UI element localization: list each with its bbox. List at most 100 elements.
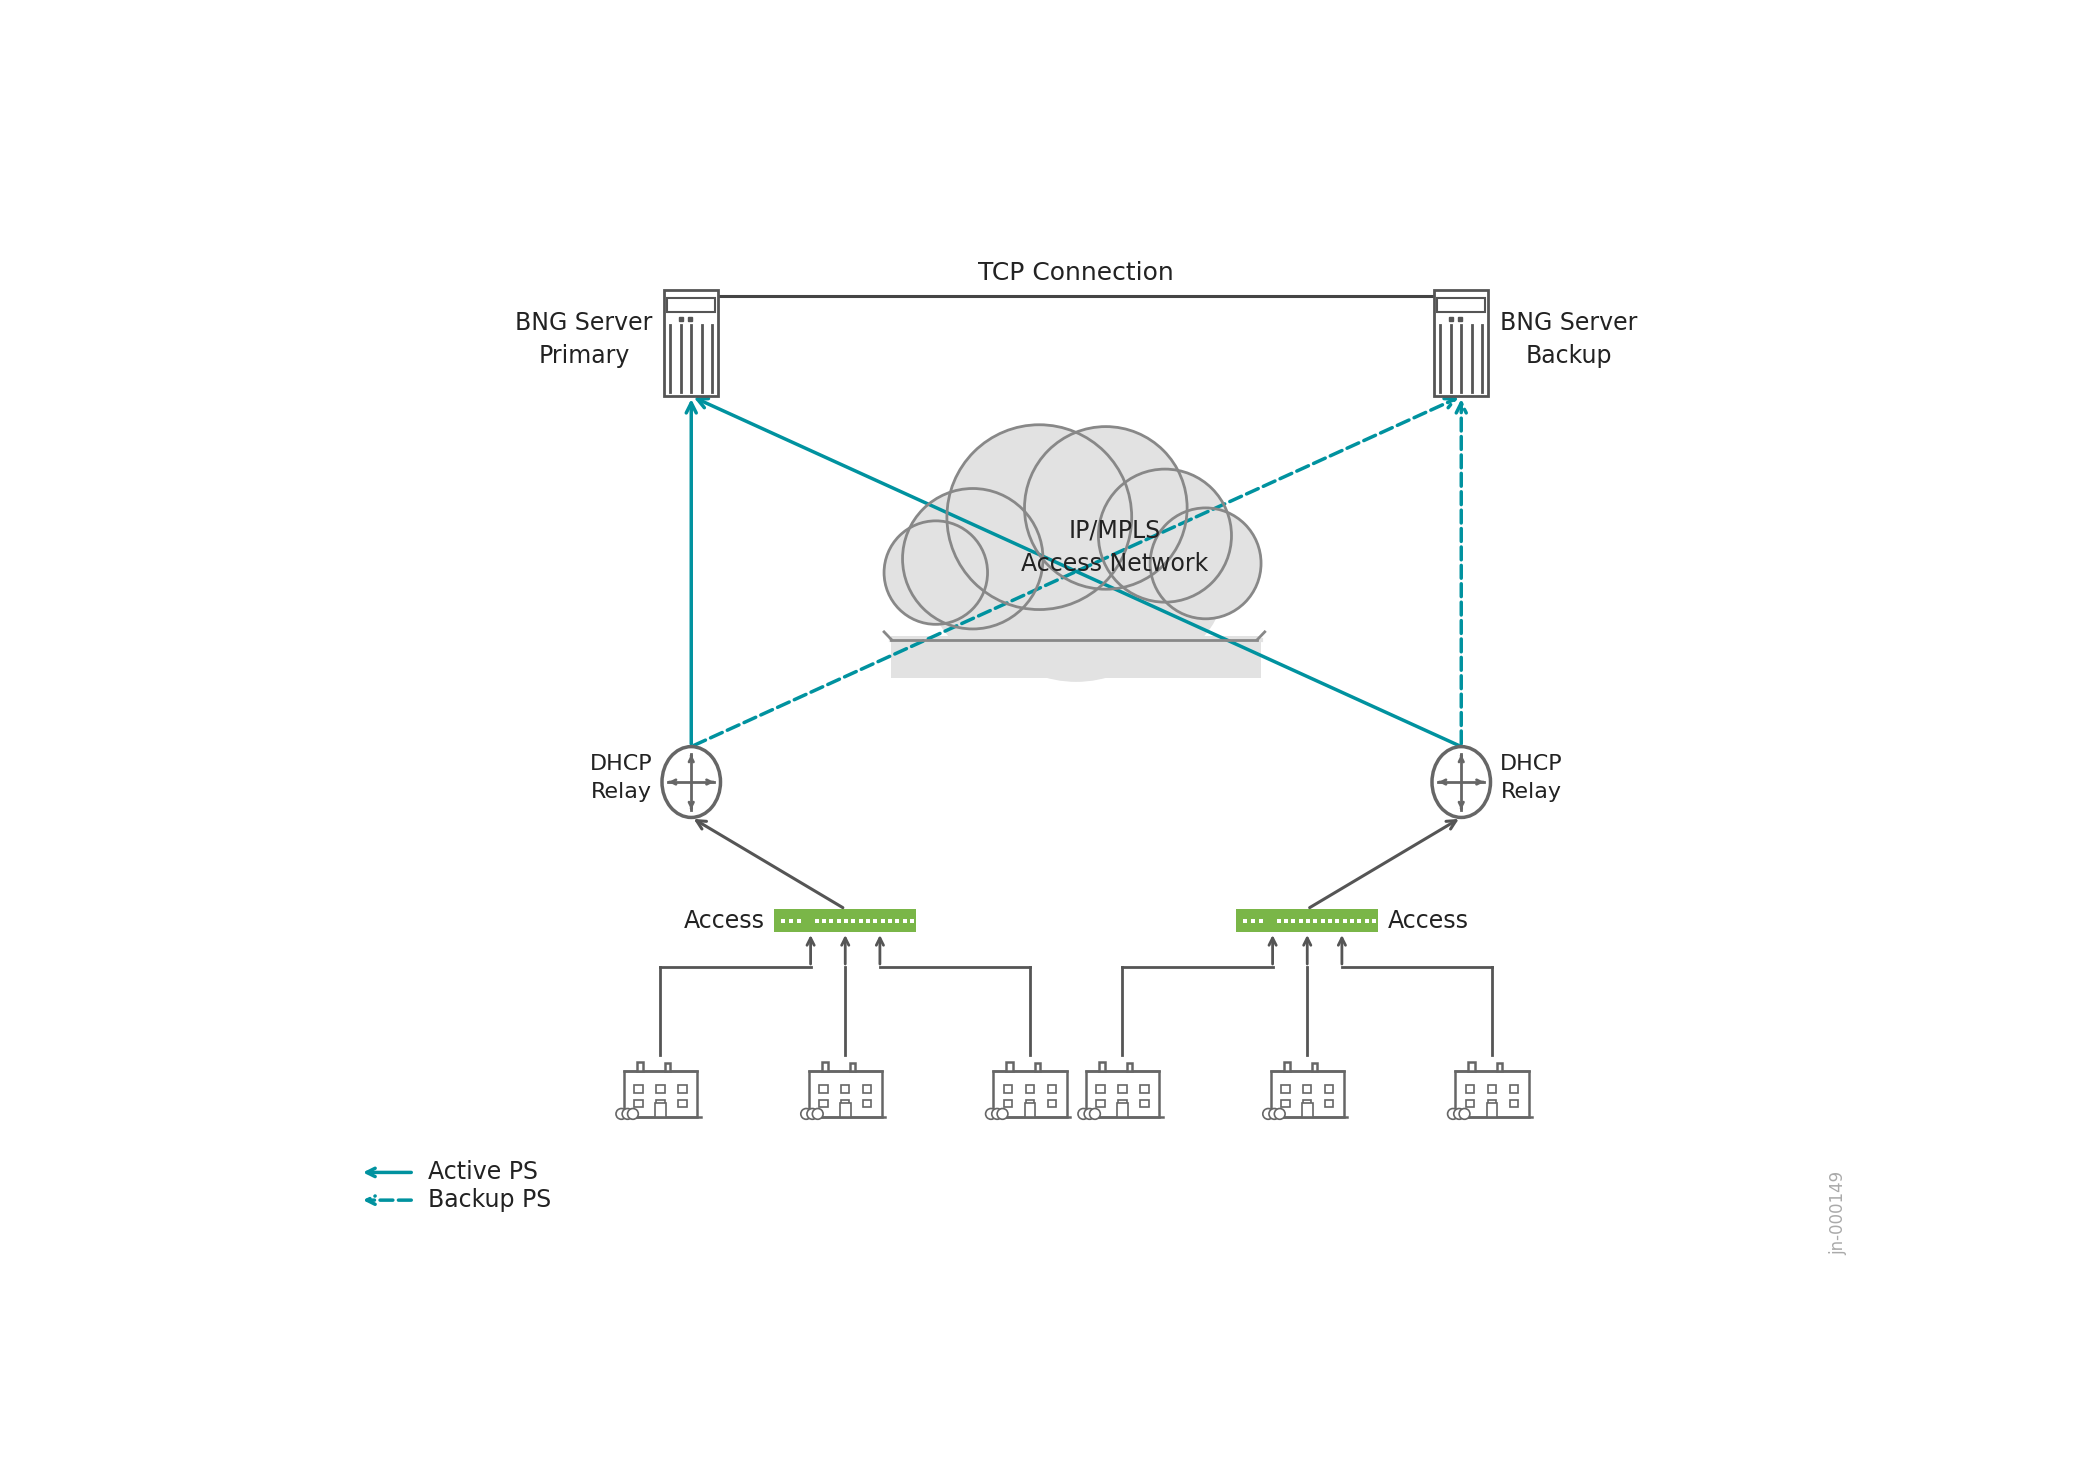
- Bar: [1006, 1062, 1012, 1071]
- Bar: [678, 1086, 687, 1093]
- Circle shape: [615, 1109, 626, 1119]
- Circle shape: [628, 1109, 638, 1119]
- Bar: [1098, 1062, 1105, 1071]
- Bar: [819, 1100, 827, 1108]
- Bar: [1466, 1086, 1474, 1093]
- Circle shape: [966, 459, 1186, 681]
- Bar: [655, 1100, 666, 1108]
- FancyBboxPatch shape: [1434, 290, 1489, 396]
- Bar: [1117, 1100, 1128, 1108]
- Bar: [1510, 1086, 1518, 1093]
- Circle shape: [985, 1109, 995, 1119]
- Bar: [1312, 1064, 1317, 1071]
- Ellipse shape: [1432, 747, 1491, 817]
- Bar: [1455, 1071, 1529, 1116]
- Bar: [1281, 1100, 1289, 1108]
- Bar: [819, 1086, 827, 1093]
- Bar: [775, 910, 916, 932]
- Circle shape: [884, 521, 987, 625]
- Bar: [1468, 1062, 1474, 1071]
- Bar: [1128, 1064, 1132, 1071]
- Bar: [840, 1086, 850, 1093]
- Circle shape: [1084, 1109, 1094, 1119]
- Text: IP/MPLS
Access Network: IP/MPLS Access Network: [1021, 518, 1208, 577]
- Text: TCP Connection: TCP Connection: [979, 261, 1174, 285]
- Bar: [1466, 1100, 1474, 1108]
- Bar: [1302, 1103, 1312, 1116]
- Bar: [1281, 1086, 1289, 1093]
- Bar: [655, 1103, 666, 1116]
- Bar: [850, 1064, 855, 1071]
- Text: Access: Access: [1388, 908, 1468, 933]
- Bar: [624, 1071, 697, 1116]
- Bar: [863, 1100, 871, 1108]
- Circle shape: [998, 1109, 1008, 1119]
- Text: BNG Server
Backup: BNG Server Backup: [1499, 311, 1638, 368]
- Text: Backup PS: Backup PS: [428, 1188, 550, 1212]
- Bar: [1325, 1100, 1334, 1108]
- Text: Access: Access: [685, 908, 764, 933]
- Bar: [636, 1062, 643, 1071]
- Bar: [1325, 1086, 1334, 1093]
- Bar: [863, 1086, 871, 1093]
- FancyBboxPatch shape: [664, 290, 718, 396]
- Bar: [1048, 1086, 1056, 1093]
- Bar: [1025, 1086, 1035, 1093]
- Bar: [821, 1062, 827, 1071]
- Circle shape: [813, 1109, 823, 1119]
- Circle shape: [1447, 1109, 1457, 1119]
- Bar: [1302, 1100, 1312, 1108]
- Circle shape: [947, 425, 1132, 610]
- Circle shape: [903, 489, 1044, 629]
- Bar: [993, 1071, 1067, 1116]
- Bar: [840, 1103, 850, 1116]
- Bar: [655, 1086, 666, 1093]
- Bar: [666, 1064, 670, 1071]
- Bar: [1035, 1064, 1040, 1071]
- Bar: [1237, 910, 1378, 932]
- Circle shape: [1268, 1109, 1279, 1119]
- Bar: [1487, 1100, 1497, 1108]
- Circle shape: [1025, 427, 1186, 590]
- Circle shape: [991, 1109, 1002, 1119]
- Bar: [1096, 1100, 1105, 1108]
- Bar: [668, 298, 716, 311]
- Ellipse shape: [662, 747, 720, 817]
- Bar: [840, 1100, 850, 1108]
- Bar: [1436, 298, 1485, 311]
- Circle shape: [1060, 500, 1224, 663]
- Bar: [1140, 1086, 1149, 1093]
- Bar: [1302, 1086, 1312, 1093]
- Bar: [1487, 1103, 1497, 1116]
- Bar: [1096, 1086, 1105, 1093]
- Circle shape: [1151, 508, 1260, 619]
- Text: jn-000149: jn-000149: [1829, 1171, 1848, 1256]
- Circle shape: [800, 1109, 811, 1119]
- Bar: [634, 1086, 643, 1093]
- Bar: [1117, 1103, 1128, 1116]
- Text: DHCP
Relay: DHCP Relay: [590, 754, 653, 802]
- Bar: [1025, 1100, 1035, 1108]
- Circle shape: [1275, 1109, 1285, 1119]
- Bar: [1086, 1071, 1159, 1116]
- Bar: [1487, 1086, 1497, 1093]
- Bar: [1140, 1100, 1149, 1108]
- Bar: [1048, 1100, 1056, 1108]
- Bar: [1497, 1064, 1502, 1071]
- Bar: [1004, 1086, 1012, 1093]
- Bar: [1270, 1071, 1344, 1116]
- Circle shape: [1098, 469, 1231, 601]
- Bar: [1117, 1086, 1128, 1093]
- Circle shape: [622, 1109, 632, 1119]
- Bar: [1283, 1062, 1289, 1071]
- Bar: [1025, 1103, 1035, 1116]
- Text: BNG Server
Primary: BNG Server Primary: [514, 311, 653, 368]
- Circle shape: [1262, 1109, 1273, 1119]
- Circle shape: [1090, 1109, 1100, 1119]
- Bar: [678, 1100, 687, 1108]
- Bar: [1510, 1100, 1518, 1108]
- Bar: [890, 635, 1260, 678]
- Circle shape: [928, 500, 1092, 663]
- Bar: [634, 1100, 643, 1108]
- Circle shape: [1077, 1109, 1088, 1119]
